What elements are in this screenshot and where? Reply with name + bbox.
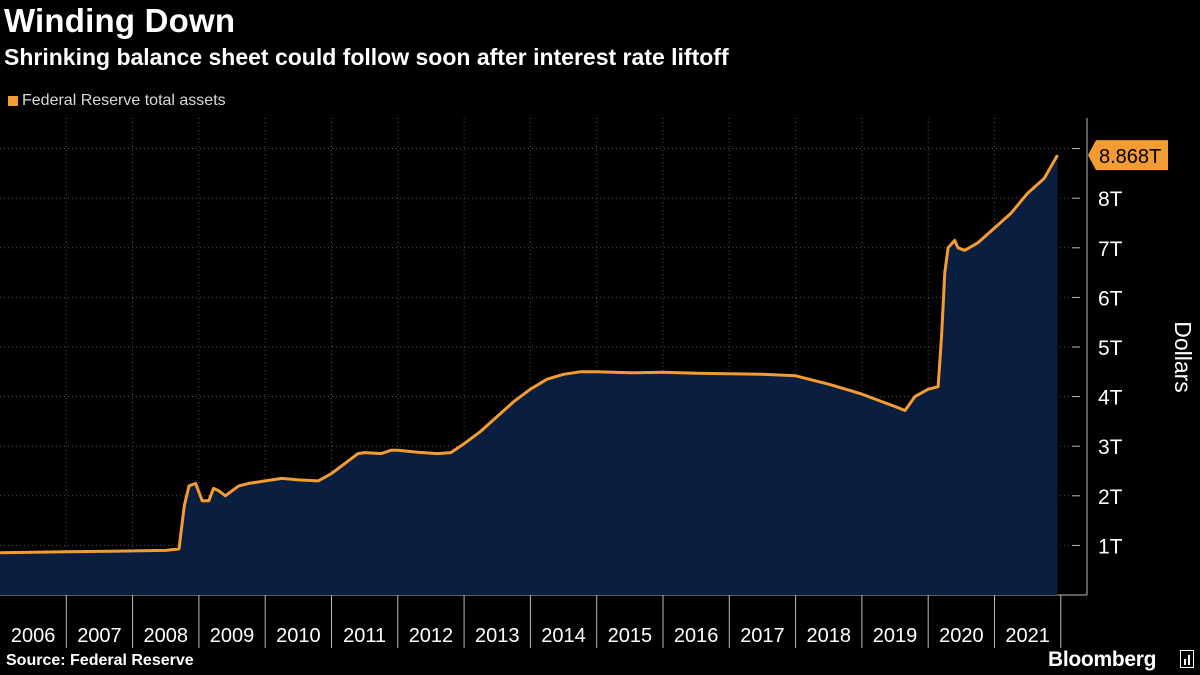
y-tick-label: 3T — [1098, 436, 1123, 459]
x-tick-label: 2010 — [276, 625, 321, 647]
x-tick-label: 2014 — [541, 625, 586, 647]
y-tick-label: 7T — [1098, 238, 1123, 261]
x-tick-label: 2012 — [409, 625, 454, 647]
x-tick-label: 2019 — [873, 625, 918, 647]
last-value-label: 8.868T — [1099, 146, 1161, 168]
y-axis-title: Dollars — [1170, 321, 1196, 393]
last-value-callout — [1088, 140, 1168, 171]
y-tick-label: 5T — [1098, 337, 1123, 360]
x-tick-label: 2018 — [807, 625, 852, 647]
x-tick-label: 2020 — [939, 625, 984, 647]
x-tick-label: 2015 — [608, 625, 653, 647]
x-tick-label: 2009 — [210, 625, 255, 647]
legend: Federal Reserve total assets — [8, 92, 226, 110]
y-tick-label: 2T — [1098, 486, 1123, 509]
x-tick-label: 2007 — [77, 625, 122, 647]
x-tick-label: 2006 — [11, 625, 56, 647]
y-tick-label: 1T — [1098, 535, 1123, 558]
x-tick-label: 2011 — [343, 625, 386, 647]
chart-subtitle: Shrinking balance sheet could follow soo… — [4, 44, 729, 70]
y-tick-label: 8T — [1098, 188, 1123, 211]
brand-icon — [1180, 650, 1194, 668]
legend-swatch — [8, 96, 18, 106]
x-tick-label: 2017 — [740, 625, 785, 647]
legend-label: Federal Reserve total assets — [22, 92, 226, 109]
x-tick-label: 2016 — [674, 625, 719, 647]
x-tick-label: 2021 — [1005, 625, 1050, 647]
series-line — [0, 154, 1059, 555]
x-tick-label: 2008 — [144, 625, 189, 647]
y-tick-label: 6T — [1098, 287, 1123, 310]
chart-title: Winding Down — [4, 2, 236, 39]
x-tick-label: 2013 — [475, 625, 520, 647]
y-tick-label: 4T — [1098, 387, 1123, 410]
series-area — [0, 155, 1058, 595]
brand-logo: Bloomberg — [1048, 648, 1157, 671]
source-note: Source: Federal Reserve — [6, 652, 194, 669]
